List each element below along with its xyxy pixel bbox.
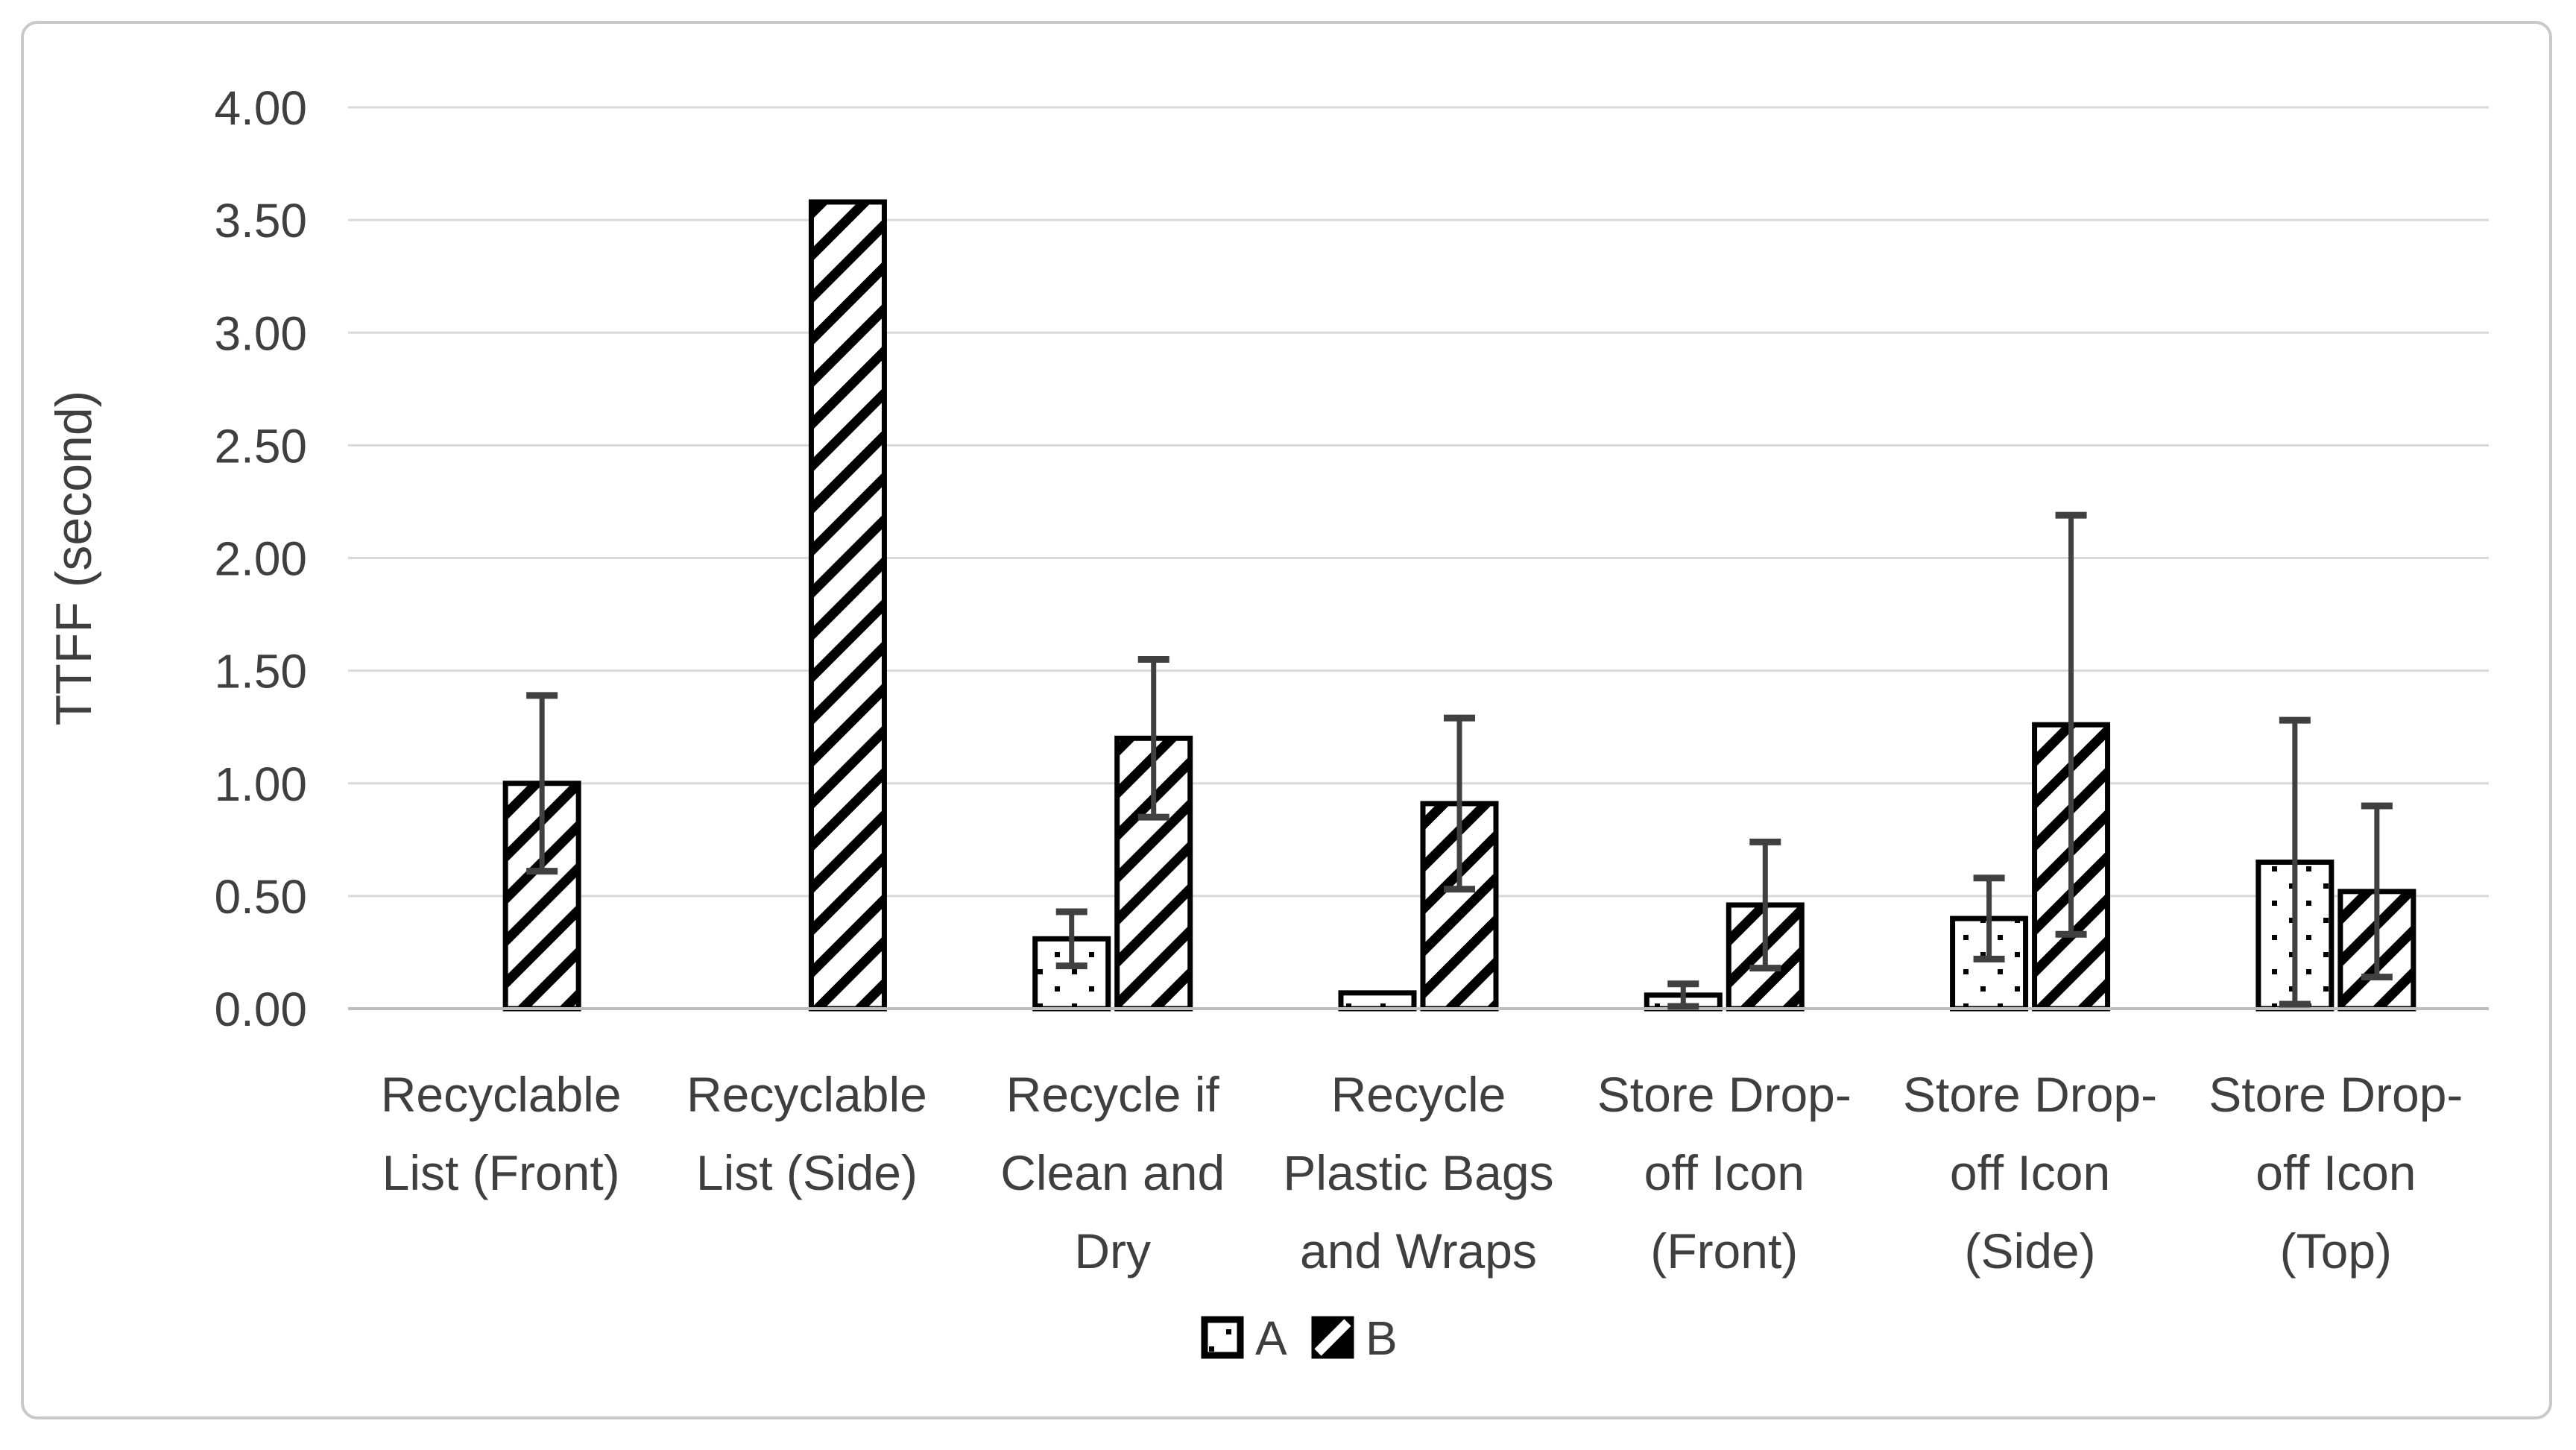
category-label-line: off Icon: [1644, 1145, 1805, 1200]
category-label-line: Plastic Bags: [1283, 1145, 1553, 1200]
error-bar-B-3: [1444, 714, 1475, 893]
error-bar-B-6: [2361, 802, 2393, 981]
category-label-line: Recyclable: [381, 1067, 622, 1122]
category-label-line: and Wraps: [1300, 1223, 1537, 1279]
category-label-line: Recycle if: [1006, 1067, 1220, 1122]
y-tick-label: 0.00: [214, 983, 307, 1036]
ttff-bar-chart: 0.00 0.50 1.00 1.50 2.00 2.50 3.00 3.50 4.00 Recy…: [45, 81, 2489, 1365]
y-tick-label: 0.50: [214, 870, 307, 924]
category-label-line: (Side): [1965, 1223, 2096, 1279]
chart-frame: 0.00 0.50 1.00 1.50 2.00 2.50 3.00 3.50 4.00 Recy…: [21, 21, 2552, 1419]
category-label-line: (Top): [2280, 1223, 2392, 1279]
error-bar-A-5: [1973, 874, 2005, 963]
legend-item-B: B: [1311, 1311, 1398, 1365]
error-bar-B-4: [1749, 838, 1781, 972]
error-bar-B-0: [526, 692, 558, 875]
category-label-4: Store Drop-off Icon (Front): [1597, 1067, 1852, 1279]
y-tick-label: 3.00: [214, 306, 307, 360]
y-tick-label: 4.00: [214, 81, 307, 135]
category-label-line: Dry: [1074, 1223, 1151, 1279]
legend-item-A: A: [1201, 1311, 1287, 1365]
y-tick-label: 1.00: [214, 757, 307, 811]
error-bar-A-6: [2279, 716, 2311, 1008]
category-label-5: Store Drop-off Icon (Side): [1903, 1067, 2157, 1279]
category-label-line: Recyclable: [686, 1067, 927, 1122]
category-label-line: List (Front): [382, 1145, 620, 1200]
error-bar-A-2: [1055, 908, 1087, 970]
legend-label-B: B: [1366, 1311, 1398, 1365]
y-axis-title: TTFF (second): [45, 391, 102, 726]
error-bar-B-2: [1137, 656, 1169, 821]
category-label-line: Store Drop-: [1903, 1067, 2157, 1122]
category-label-line: Clean and: [1000, 1145, 1225, 1200]
legend-label-A: A: [1255, 1311, 1287, 1365]
category-label-line: off Icon: [2255, 1145, 2416, 1200]
bar-B-1: [808, 199, 887, 1012]
category-label-2: Recycle if Clean and Dry: [1000, 1067, 1225, 1279]
category-label-line: off Icon: [1950, 1145, 2110, 1200]
category-label-line: Recycle: [1331, 1067, 1506, 1122]
category-label-line: (Front): [1650, 1223, 1798, 1279]
category-label-0: Recyclable List (Front): [381, 1067, 622, 1200]
y-tick-label: 3.50: [214, 194, 307, 248]
bar-A-3: [1338, 990, 1417, 1012]
category-label-line: Store Drop-: [2209, 1067, 2463, 1122]
y-tick-label: 2.50: [214, 419, 307, 473]
category-label-line: List (Side): [696, 1145, 918, 1200]
category-label-6: Store Drop-off Icon (Top): [2209, 1067, 2463, 1279]
category-label-1: Recyclable List (Side): [686, 1067, 927, 1200]
legend-swatch-dots: [1201, 1316, 1244, 1359]
legend-swatch-hatch-slash: [1314, 1319, 1351, 1356]
error-bar-B-5: [2055, 511, 2087, 938]
y-tick-label: 1.50: [214, 645, 307, 699]
category-label-3: Recycle Plastic Bags and Wraps: [1283, 1067, 1553, 1279]
category-label-line: Store Drop-: [1597, 1067, 1852, 1122]
error-bar-A-4: [1667, 980, 1699, 1010]
y-tick-label: 2.00: [214, 532, 307, 586]
